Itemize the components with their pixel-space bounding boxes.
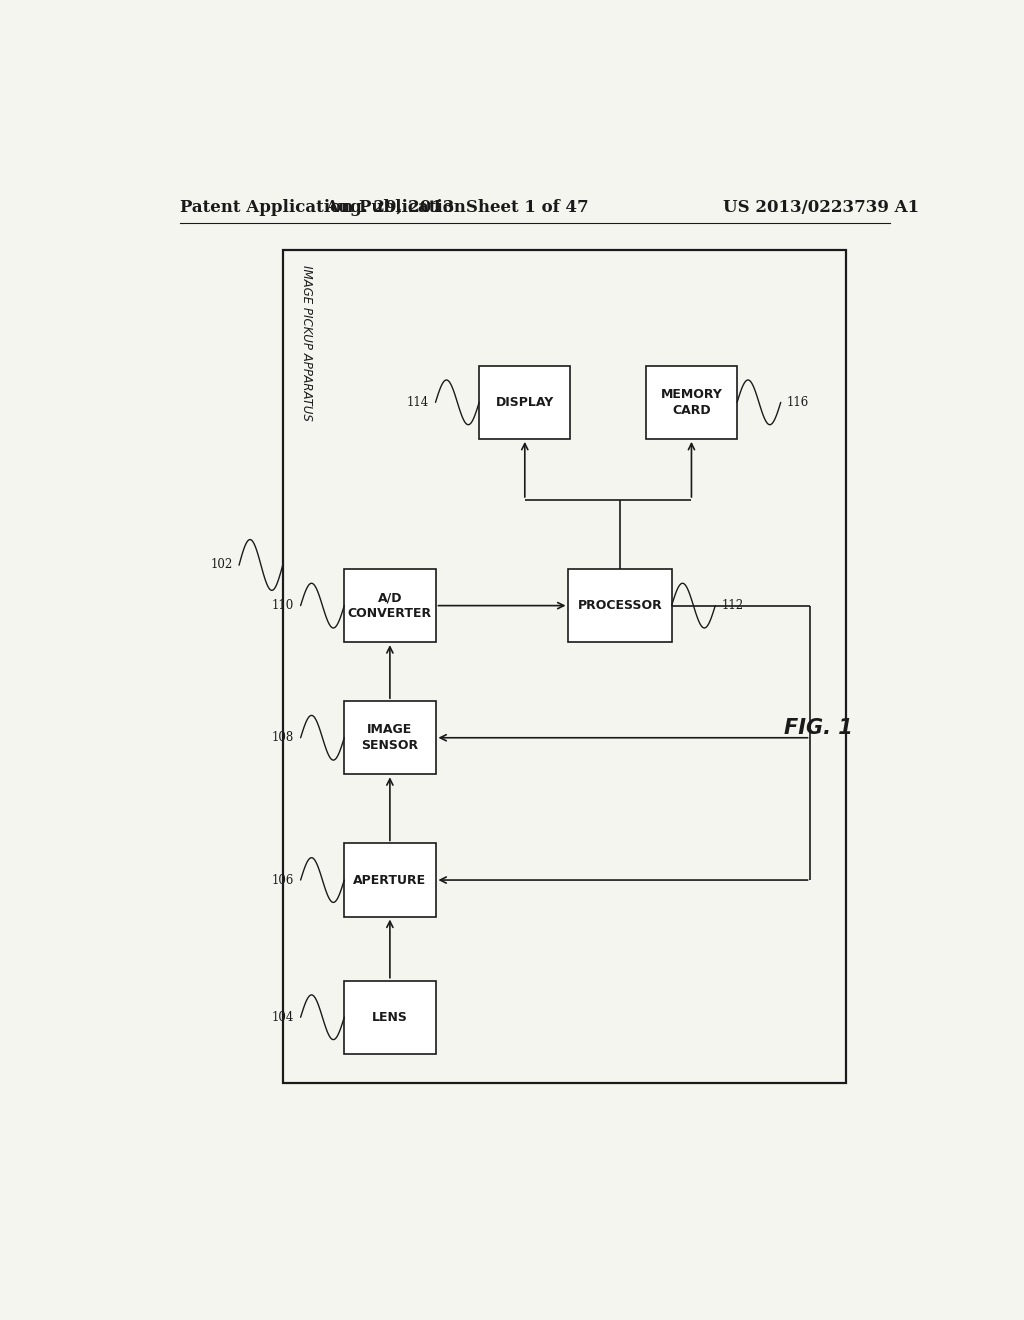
Bar xyxy=(283,249,846,1084)
Text: LENS: LENS xyxy=(372,1011,408,1024)
Text: FIG. 1: FIG. 1 xyxy=(784,718,853,738)
Text: 106: 106 xyxy=(272,874,294,887)
Bar xyxy=(344,701,435,775)
Text: 110: 110 xyxy=(272,599,294,612)
Text: APERTURE: APERTURE xyxy=(353,874,426,887)
Text: PROCESSOR: PROCESSOR xyxy=(578,599,663,612)
Text: Aug. 29, 2013  Sheet 1 of 47: Aug. 29, 2013 Sheet 1 of 47 xyxy=(326,199,589,215)
Text: 102: 102 xyxy=(211,558,232,572)
Text: Patent Application Publication: Patent Application Publication xyxy=(179,199,466,215)
Bar xyxy=(479,366,570,440)
Text: DISPLAY: DISPLAY xyxy=(496,396,554,409)
Text: 116: 116 xyxy=(787,396,809,409)
Text: 112: 112 xyxy=(722,599,743,612)
Bar xyxy=(344,843,435,916)
Text: IMAGE PICKUP APPARATUS: IMAGE PICKUP APPARATUS xyxy=(300,265,313,421)
Bar xyxy=(344,569,435,643)
Text: 114: 114 xyxy=(407,396,429,409)
Bar xyxy=(568,569,672,643)
Bar xyxy=(646,366,737,440)
Text: A/D
CONVERTER: A/D CONVERTER xyxy=(348,591,432,620)
Bar xyxy=(344,981,435,1053)
Text: US 2013/0223739 A1: US 2013/0223739 A1 xyxy=(723,199,920,215)
Text: 104: 104 xyxy=(272,1011,294,1024)
Text: 108: 108 xyxy=(272,731,294,744)
Text: IMAGE
SENSOR: IMAGE SENSOR xyxy=(361,723,419,752)
Text: MEMORY
CARD: MEMORY CARD xyxy=(660,388,722,417)
